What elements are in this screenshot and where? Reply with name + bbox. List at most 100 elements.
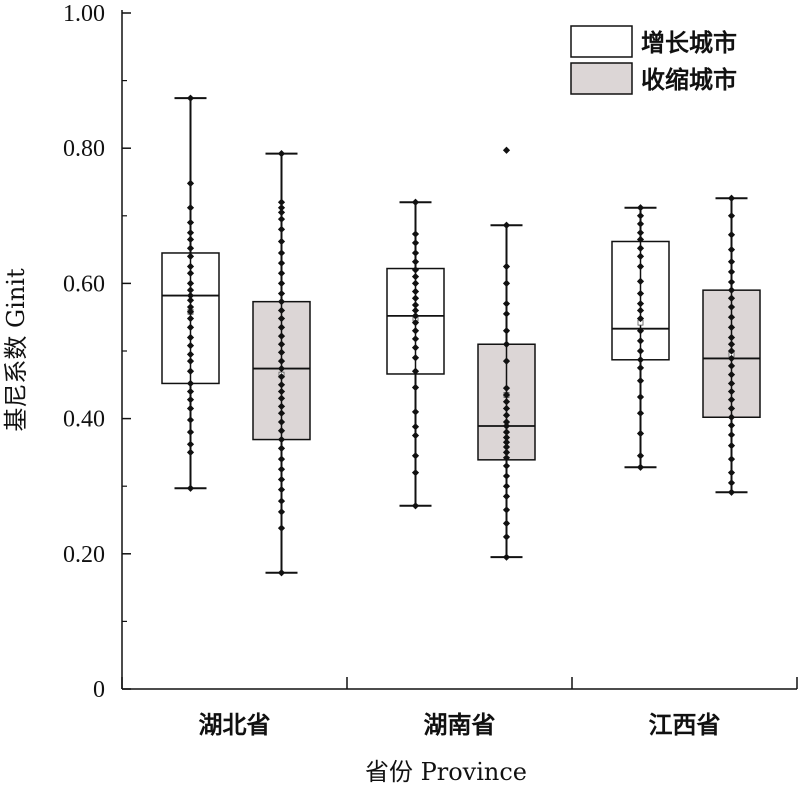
data-point	[502, 428, 511, 436]
data-point	[636, 289, 645, 298]
plot-area	[161, 94, 761, 577]
data-point	[411, 301, 420, 309]
data-point	[411, 249, 420, 257]
data-point	[502, 418, 511, 426]
data-point	[277, 289, 286, 298]
data-point	[277, 373, 286, 381]
data-point	[727, 455, 736, 463]
data-point	[502, 482, 511, 490]
data-point	[727, 258, 736, 266]
x-axis-title: 省份 Province	[365, 758, 527, 786]
data-point	[277, 215, 286, 223]
data-point	[277, 409, 286, 417]
box-shrink-3	[702, 194, 761, 496]
y-tick-label: 0.40	[63, 407, 105, 433]
box-growth-1	[161, 94, 220, 492]
data-point	[636, 277, 645, 285]
data-point	[186, 279, 195, 287]
data-point	[277, 465, 286, 473]
data-point	[411, 312, 420, 320]
data-point	[727, 431, 736, 439]
data-point	[277, 364, 286, 373]
data-point	[727, 268, 736, 276]
legend-label-shrink: 收缩城市	[641, 66, 737, 94]
data-point	[636, 452, 645, 460]
data-point	[411, 408, 420, 416]
data-point	[502, 519, 511, 527]
data-point	[411, 344, 420, 352]
y-tick-label: 0.20	[63, 542, 105, 568]
data-point	[411, 230, 420, 238]
data-point	[727, 404, 736, 413]
data-point	[186, 94, 195, 102]
data-point	[727, 340, 736, 348]
data-point	[636, 252, 645, 260]
y-axis-title: 基尼系数 Ginit	[2, 268, 30, 432]
legend-swatch-growth	[570, 25, 633, 58]
data-point	[502, 411, 511, 419]
data-point	[186, 269, 195, 277]
data-point	[186, 387, 195, 396]
data-point	[502, 300, 511, 308]
data-point	[411, 335, 420, 343]
data-point	[186, 396, 195, 404]
data-point	[277, 204, 286, 212]
data-point	[277, 475, 286, 484]
data-point	[277, 348, 286, 356]
data-point	[727, 294, 736, 302]
data-point	[186, 440, 195, 448]
data-point	[727, 246, 736, 254]
data-point	[727, 488, 736, 496]
box-growth-3	[611, 204, 670, 471]
data-point	[186, 308, 195, 316]
data-point	[186, 350, 195, 358]
data-point	[186, 262, 195, 271]
data-point	[277, 269, 286, 277]
box-shrink-2	[477, 146, 536, 561]
data-point	[411, 452, 420, 460]
data-point	[727, 323, 736, 331]
data-point	[277, 298, 286, 306]
box-shrink-1	[252, 150, 311, 577]
data-point	[277, 279, 286, 287]
data-point	[636, 393, 645, 401]
data-point	[727, 303, 736, 311]
data-point	[277, 402, 286, 411]
data-point	[186, 379, 195, 388]
data-point	[186, 291, 195, 300]
data-point	[277, 208, 286, 217]
data-point	[277, 314, 286, 323]
data-point	[186, 404, 195, 413]
data-point	[502, 506, 511, 514]
y-tick-label: 0.60	[63, 271, 105, 297]
data-point	[186, 303, 195, 311]
data-point	[502, 438, 511, 446]
data-point	[727, 313, 736, 321]
data-point	[277, 249, 286, 257]
data-point	[502, 472, 511, 480]
data-point	[411, 266, 420, 274]
data-point	[727, 479, 736, 487]
data-point	[502, 492, 511, 500]
data-point	[411, 279, 420, 287]
data-point	[277, 444, 286, 452]
data-point	[727, 442, 736, 450]
data-point	[636, 347, 645, 355]
data-point	[636, 262, 645, 271]
data-point	[502, 146, 511, 154]
data-point	[636, 244, 645, 252]
axes: 0 0.20 0.40 0.60 0.80 1.00 湖北省 湖南省 江西省	[63, 1, 798, 739]
data-point	[186, 484, 195, 492]
data-point	[502, 327, 511, 335]
data-point	[277, 394, 286, 402]
data-point	[502, 448, 511, 456]
data-point	[636, 356, 645, 364]
data-point	[186, 367, 195, 375]
data-point	[727, 333, 736, 342]
data-point	[186, 333, 195, 342]
data-point	[502, 422, 511, 430]
data-point	[186, 252, 195, 260]
data-point	[636, 429, 645, 438]
data-point	[636, 229, 645, 237]
